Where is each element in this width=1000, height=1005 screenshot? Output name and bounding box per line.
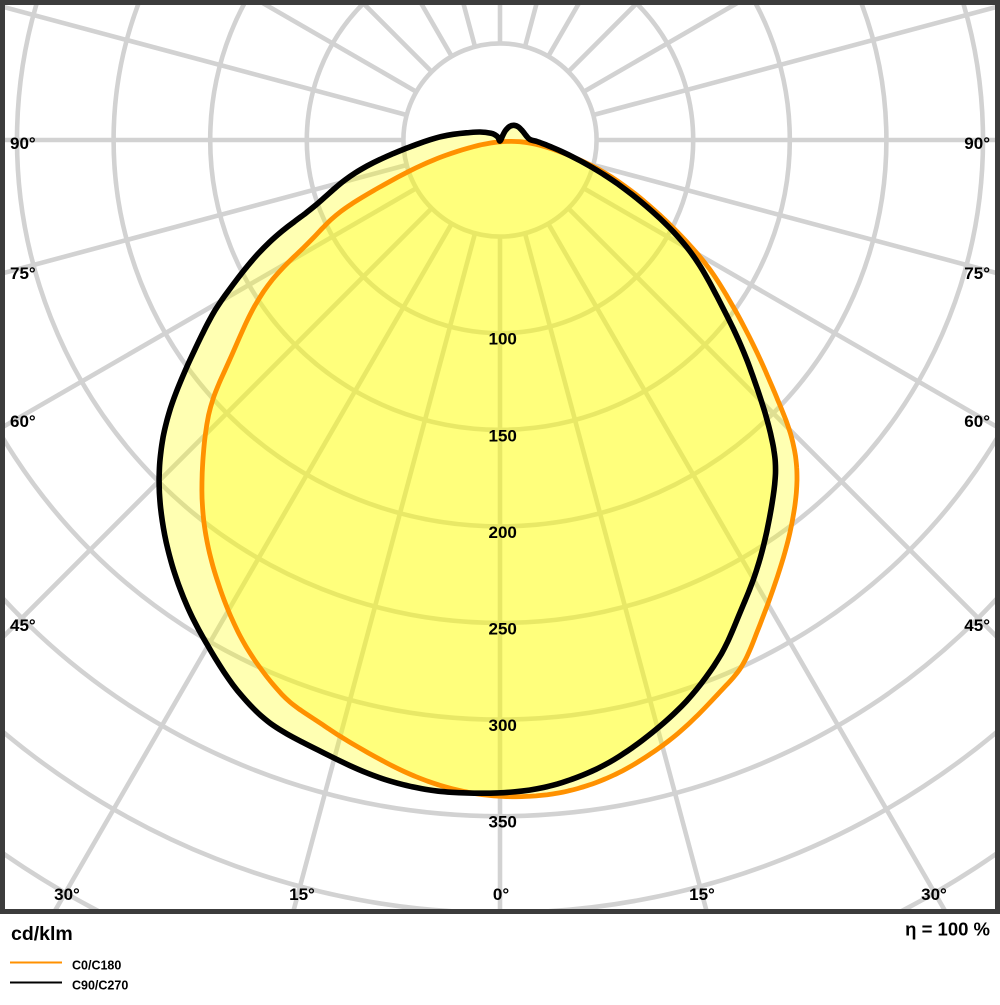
svg-text:75°: 75° — [964, 264, 990, 283]
svg-text:75°: 75° — [10, 264, 36, 283]
svg-text:C0/C180: C0/C180 — [72, 959, 121, 973]
svg-text:0°: 0° — [493, 885, 509, 904]
svg-text:45°: 45° — [10, 616, 36, 635]
svg-text:30°: 30° — [921, 885, 947, 904]
svg-text:60°: 60° — [10, 412, 36, 431]
svg-text:η = 100 %: η = 100 % — [905, 919, 990, 940]
svg-text:150: 150 — [489, 426, 517, 445]
svg-text:300: 300 — [489, 716, 517, 735]
svg-text:45°: 45° — [964, 616, 990, 635]
svg-text:90°: 90° — [964, 134, 990, 153]
svg-text:60°: 60° — [964, 412, 990, 431]
svg-text:C90/C270: C90/C270 — [72, 979, 128, 993]
svg-text:200: 200 — [489, 523, 517, 542]
svg-text:90°: 90° — [10, 134, 36, 153]
svg-text:15°: 15° — [289, 885, 315, 904]
svg-text:250: 250 — [489, 620, 517, 639]
svg-text:350: 350 — [489, 813, 517, 832]
svg-text:15°: 15° — [689, 885, 715, 904]
svg-text:30°: 30° — [54, 885, 80, 904]
svg-text:cd/klm: cd/klm — [11, 923, 73, 945]
svg-text:100: 100 — [489, 330, 517, 349]
